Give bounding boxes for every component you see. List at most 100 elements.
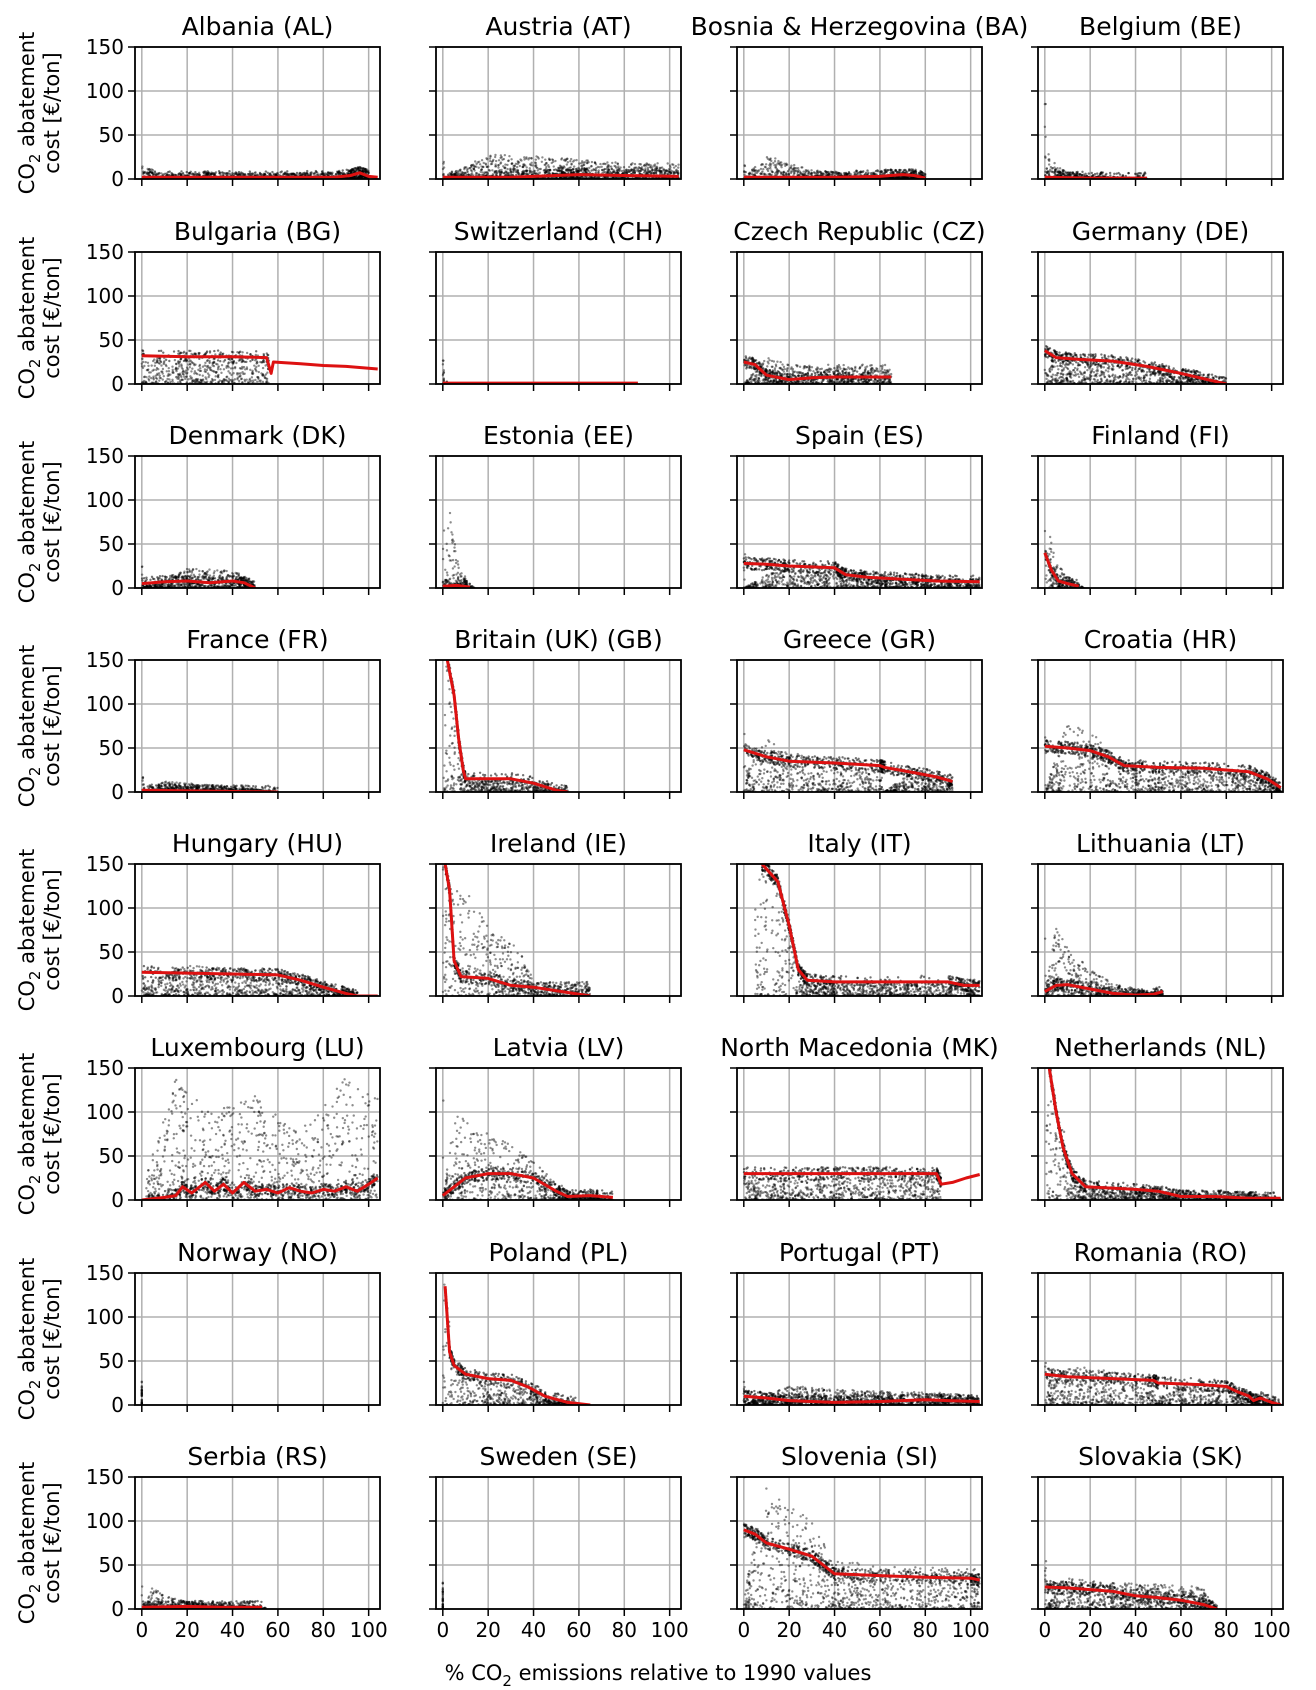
- scatter-point: [1044, 157, 1046, 159]
- scatter-point: [570, 158, 572, 160]
- scatter-point: [508, 155, 510, 157]
- scatter-point: [810, 173, 812, 175]
- scatter-point: [522, 165, 524, 167]
- scatter-point: [597, 166, 599, 168]
- scatter-point: [623, 166, 625, 168]
- scatter-point: [656, 169, 658, 171]
- scatter-point: [666, 172, 668, 174]
- scatter-point: [673, 171, 675, 173]
- scatter-point: [914, 171, 916, 173]
- scatter-point: [635, 169, 637, 171]
- scatter-point: [264, 173, 266, 175]
- scatter-point: [607, 164, 609, 166]
- scatter-point: [630, 163, 632, 165]
- scatter-point: [178, 173, 180, 175]
- y-tick-label: 100: [86, 79, 124, 103]
- scatter-point: [581, 160, 583, 162]
- scatter-point: [774, 160, 776, 162]
- scatter-point: [905, 169, 907, 171]
- scatter-point: [535, 155, 537, 157]
- scatter-point: [838, 172, 840, 174]
- scatter-point: [561, 166, 563, 168]
- scatter-point: [825, 171, 827, 173]
- scatter-point: [628, 166, 630, 168]
- scatter-point: [207, 172, 209, 174]
- scatter-point: [306, 170, 308, 172]
- scatter-point: [457, 170, 459, 172]
- scatter-point: [506, 172, 508, 174]
- scatter-point: [1047, 159, 1049, 161]
- y-tick-label: 50: [99, 123, 124, 147]
- scatter-point: [296, 172, 298, 174]
- y-tick-label: 150: [86, 35, 124, 59]
- scatter-point: [775, 171, 777, 173]
- scatter-point: [497, 166, 499, 168]
- scatter-point: [649, 166, 651, 168]
- scatter-point: [908, 169, 910, 171]
- scatter-point: [1057, 174, 1059, 176]
- scatter-point: [510, 158, 512, 160]
- scatter-point: [573, 159, 575, 161]
- scatter-point: [587, 159, 589, 161]
- scatter-point: [1092, 174, 1094, 176]
- scatter-point: [307, 173, 309, 175]
- scatter-point: [470, 164, 472, 166]
- scatter-point: [252, 173, 254, 175]
- scatter-point: [1051, 167, 1053, 169]
- scatter-point: [1088, 172, 1090, 174]
- scatter-point: [478, 173, 480, 175]
- scatter-point: [586, 162, 588, 164]
- scatter-point: [885, 169, 887, 171]
- scatter-point: [192, 173, 194, 175]
- scatter-point: [1081, 174, 1083, 176]
- scatter-point: [865, 172, 867, 174]
- scatter-point: [629, 169, 631, 171]
- scatter-point: [486, 171, 488, 173]
- scatter-point: [194, 171, 196, 173]
- scatter-point: [552, 159, 554, 161]
- scatter-point: [148, 172, 150, 174]
- scatter-point: [789, 167, 791, 169]
- scatter-point: [656, 167, 658, 169]
- scatter-point: [455, 170, 457, 172]
- scatter-point: [366, 170, 368, 172]
- scatter-point: [553, 169, 555, 171]
- scatter-point: [625, 168, 627, 170]
- scatter-point: [543, 169, 545, 171]
- scatter-point: [801, 173, 803, 175]
- scatter-point: [903, 169, 905, 171]
- scatter-point: [559, 164, 561, 166]
- scatter-point: [608, 168, 610, 170]
- scatter-point: [541, 161, 543, 163]
- scatter-point: [158, 172, 160, 174]
- scatter-point: [840, 172, 842, 174]
- scatter-point: [1072, 172, 1074, 174]
- scatter-point: [584, 161, 586, 163]
- scatter-point: [614, 165, 616, 167]
- scatter-point: [213, 174, 215, 176]
- scatter-point: [546, 170, 548, 172]
- scatter-point: [475, 166, 477, 168]
- scatter-point: [249, 172, 251, 174]
- scatter-point: [599, 163, 601, 165]
- scatter-point: [443, 161, 445, 163]
- scatter-point: [189, 172, 191, 174]
- scatter-point: [632, 168, 634, 170]
- scatter-point: [594, 169, 596, 171]
- scatter-point: [357, 166, 359, 168]
- scatter-point: [215, 363, 217, 365]
- scatter-point: [772, 162, 774, 164]
- scatter-point: [481, 168, 483, 170]
- scatter-point: [588, 167, 590, 169]
- scatter-point: [180, 170, 182, 172]
- scatter-point: [548, 166, 550, 168]
- scatter-point: [781, 164, 783, 166]
- scatter-point: [247, 173, 249, 175]
- scatter-point: [1046, 167, 1048, 169]
- scatter-point: [523, 158, 525, 160]
- scatter-point: [603, 168, 605, 170]
- scatter-point: [174, 359, 176, 361]
- scatter-point: [484, 171, 486, 173]
- panel-title: Albania (AL): [182, 12, 334, 41]
- scatter-point: [548, 158, 550, 160]
